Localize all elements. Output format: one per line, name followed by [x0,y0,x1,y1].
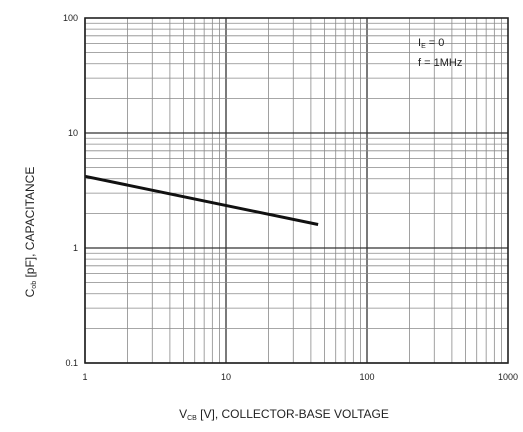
y-tick-label: 1 [73,243,78,253]
grid-layer [84,18,508,364]
x-tick-label: 100 [359,372,374,382]
y-axis-title: Cob [pF], CAPACITANCE [23,167,38,298]
x-tick-label: 1 [82,372,87,382]
series-line-0 [84,174,319,226]
x-axis-title: VCB [V], COLLECTOR-BASE VOLTAGE [179,407,389,422]
tick-label-layer: 1 10 100 1000 0.1 1 10 100 [63,13,518,382]
annotation-layer: IE = 0 f = 1MHz [418,37,462,69]
y-tick-label: 100 [63,13,78,23]
annotation-text: f = 1MHz [418,57,462,69]
x-tick-label: 10 [221,372,231,382]
y-tick-label: 10 [68,128,78,138]
plot-frame [84,17,509,364]
x-tick-label: 1000 [498,372,518,382]
frame-layer [84,17,509,364]
annotation-text: IE = 0 [418,37,444,50]
y-tick-label: 0.1 [65,358,78,368]
series-layer [84,174,319,226]
